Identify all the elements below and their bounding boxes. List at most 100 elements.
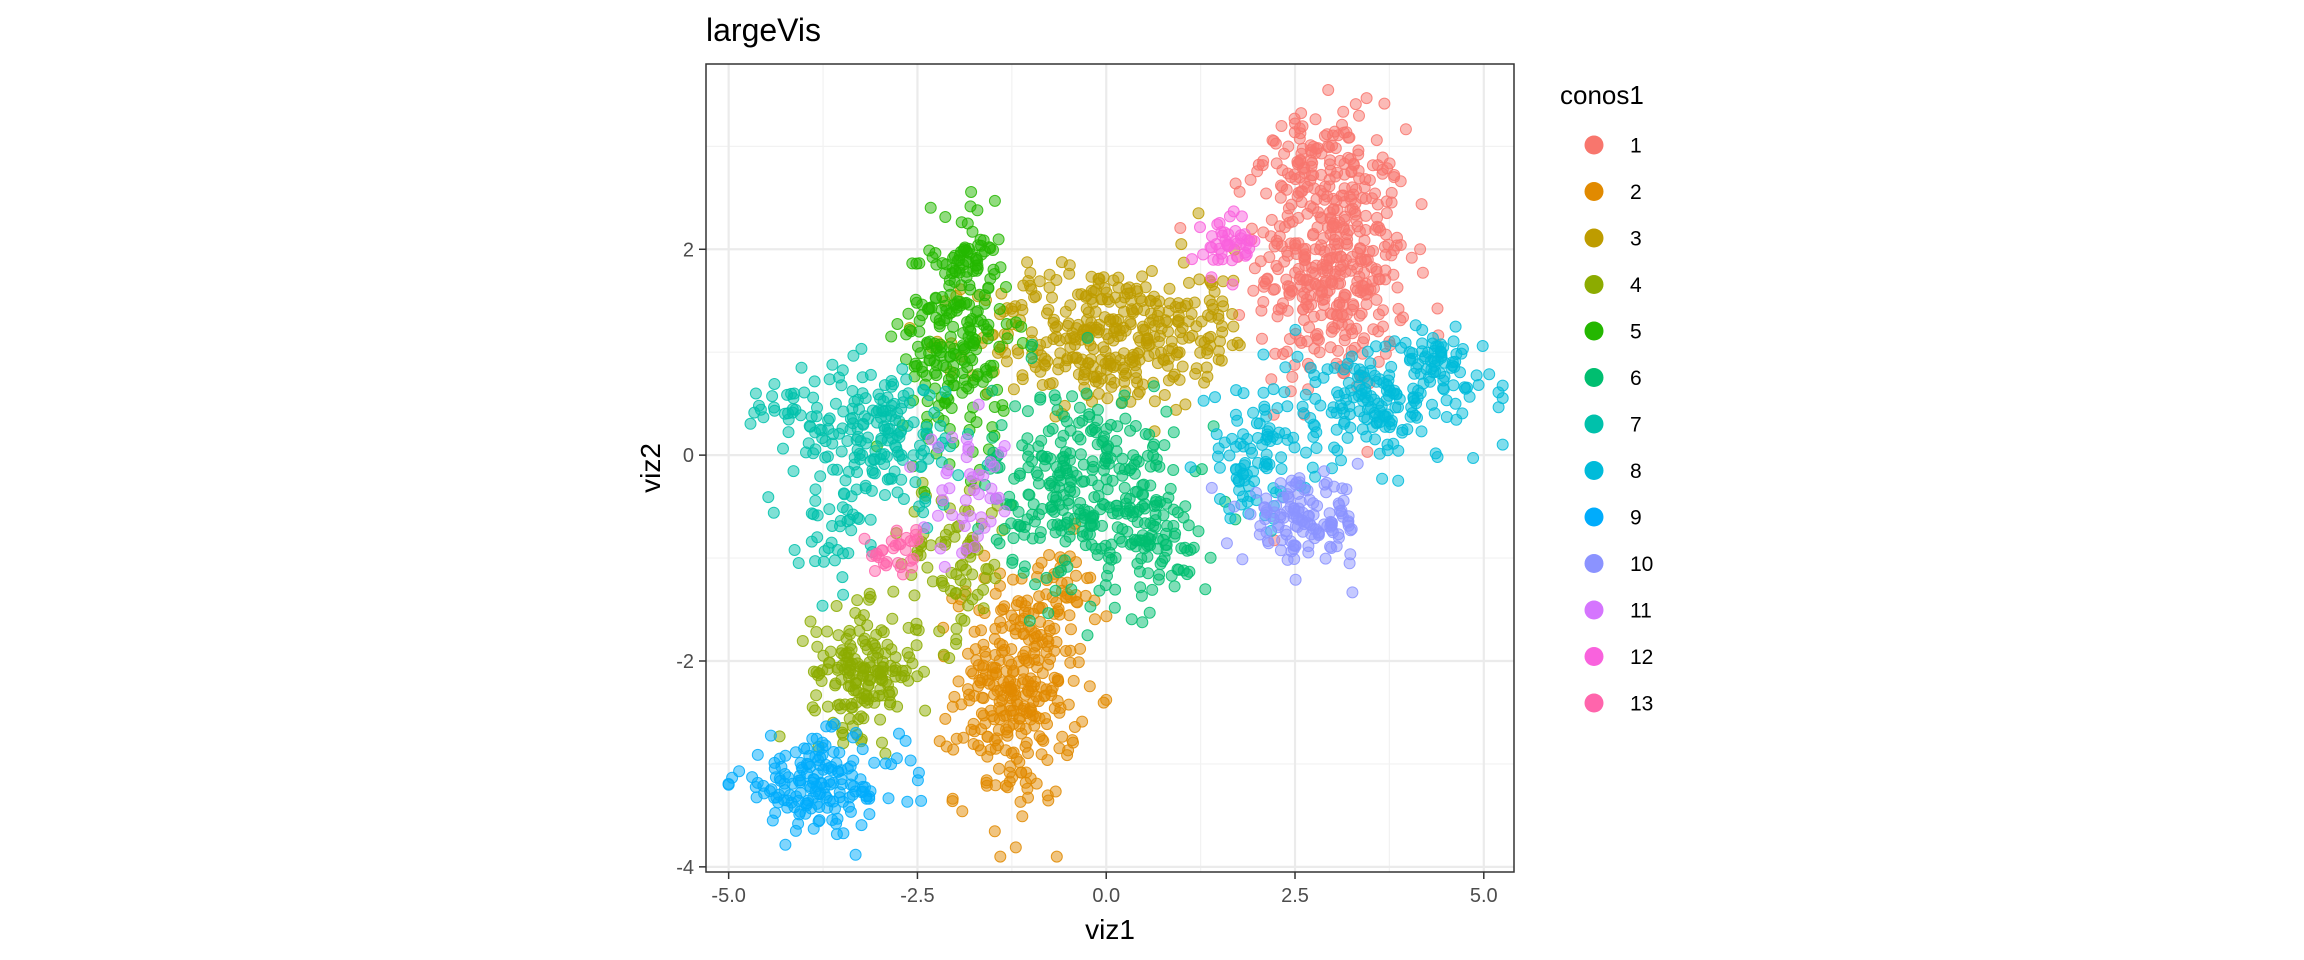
data-point-cluster-6 bbox=[1026, 455, 1038, 468]
data-point-cluster-3 bbox=[1145, 265, 1158, 277]
data-point-cluster-8 bbox=[1399, 336, 1412, 349]
data-point-cluster-8 bbox=[1257, 386, 1270, 399]
data-point-cluster-1 bbox=[1307, 169, 1320, 182]
data-point-cluster-2 bbox=[1017, 664, 1029, 677]
x-tick-label: -2.5 bbox=[900, 885, 934, 907]
data-point-cluster-6 bbox=[993, 537, 1006, 550]
data-point-cluster-3 bbox=[1007, 383, 1020, 396]
data-point-cluster-1 bbox=[1382, 238, 1395, 251]
data-point-cluster-7 bbox=[822, 542, 835, 554]
data-point-cluster-2 bbox=[995, 604, 1008, 617]
legend-key-5 bbox=[1584, 321, 1604, 341]
data-point-cluster-1 bbox=[1337, 105, 1350, 118]
data-point-cluster-10 bbox=[1325, 524, 1338, 537]
data-point-cluster-6 bbox=[1136, 616, 1149, 629]
data-point-cluster-9 bbox=[782, 771, 795, 784]
legend-label-3: 3 bbox=[1630, 228, 1642, 251]
data-point-cluster-2 bbox=[995, 704, 1008, 717]
data-point-cluster-1 bbox=[1361, 445, 1374, 458]
data-point-cluster-3 bbox=[1137, 378, 1149, 391]
data-point-cluster-9 bbox=[764, 729, 777, 742]
data-point-cluster-6 bbox=[1095, 542, 1108, 555]
data-point-cluster-11 bbox=[946, 509, 959, 521]
data-point-cluster-6 bbox=[1111, 507, 1124, 520]
data-point-cluster-3 bbox=[1033, 275, 1046, 288]
data-point-cluster-4 bbox=[810, 626, 823, 638]
data-point-cluster-6 bbox=[1049, 526, 1062, 539]
data-point-cluster-2 bbox=[961, 683, 974, 696]
data-point-cluster-8 bbox=[1434, 367, 1447, 380]
data-point-cluster-8 bbox=[1366, 421, 1379, 433]
data-point-cluster-8 bbox=[1437, 383, 1450, 396]
data-point-cluster-6 bbox=[1118, 481, 1131, 494]
data-point-cluster-8 bbox=[1446, 356, 1459, 369]
data-point-cluster-9 bbox=[899, 734, 912, 747]
data-point-cluster-7 bbox=[744, 417, 757, 430]
data-point-cluster-1 bbox=[1273, 230, 1286, 243]
data-point-cluster-3 bbox=[1101, 392, 1114, 405]
data-point-cluster-5 bbox=[906, 257, 919, 270]
data-point-cluster-4 bbox=[864, 673, 877, 686]
data-point-cluster-4 bbox=[875, 624, 888, 637]
data-point-cluster-1 bbox=[1281, 249, 1294, 262]
data-point-cluster-3 bbox=[1053, 334, 1066, 347]
data-point-cluster-6 bbox=[1158, 439, 1171, 452]
data-point-cluster-3 bbox=[1006, 305, 1019, 318]
data-point-cluster-7 bbox=[807, 391, 820, 404]
data-point-cluster-8 bbox=[1360, 430, 1373, 443]
data-point-cluster-1 bbox=[1275, 302, 1288, 315]
data-point-cluster-5 bbox=[988, 194, 1001, 207]
data-point-cluster-2 bbox=[1097, 696, 1110, 709]
data-point-cluster-8 bbox=[1257, 348, 1270, 361]
data-point-cluster-3 bbox=[1226, 308, 1239, 320]
data-point-cluster-2 bbox=[970, 654, 983, 667]
data-point-cluster-4 bbox=[950, 586, 962, 599]
data-point-cluster-3 bbox=[1227, 320, 1240, 333]
data-point-cluster-8 bbox=[1258, 400, 1271, 413]
data-point-cluster-7 bbox=[859, 482, 872, 495]
data-point-cluster-8 bbox=[1226, 432, 1238, 445]
data-point-cluster-7 bbox=[879, 423, 891, 436]
data-point-cluster-4 bbox=[847, 684, 860, 697]
data-point-cluster-3 bbox=[1172, 309, 1185, 322]
data-point-cluster-7 bbox=[753, 399, 765, 412]
data-point-cluster-3 bbox=[1112, 271, 1125, 284]
data-point-cluster-1 bbox=[1331, 309, 1343, 322]
data-point-cluster-1 bbox=[1298, 314, 1310, 326]
data-point-cluster-6 bbox=[1158, 551, 1171, 564]
data-point-cluster-6 bbox=[1034, 526, 1047, 539]
data-point-cluster-2 bbox=[1050, 636, 1063, 648]
data-point-cluster-2 bbox=[976, 691, 989, 704]
data-point-cluster-2 bbox=[963, 694, 976, 707]
data-point-cluster-1 bbox=[1334, 154, 1347, 167]
data-point-cluster-8 bbox=[1341, 431, 1354, 444]
data-point-cluster-6 bbox=[1035, 434, 1048, 447]
data-point-cluster-2 bbox=[939, 712, 952, 725]
data-point-cluster-6 bbox=[1076, 475, 1089, 488]
data-point-cluster-10 bbox=[1274, 544, 1287, 557]
data-point-cluster-9 bbox=[863, 808, 876, 821]
data-point-cluster-3 bbox=[1233, 339, 1246, 352]
data-point-cluster-9 bbox=[828, 718, 841, 731]
data-point-cluster-9 bbox=[751, 776, 764, 789]
data-point-cluster-1 bbox=[1370, 134, 1383, 147]
data-point-cluster-6 bbox=[1146, 583, 1159, 596]
data-point-cluster-8 bbox=[1424, 375, 1437, 388]
data-point-cluster-1 bbox=[1345, 193, 1357, 206]
data-point-cluster-7 bbox=[878, 458, 891, 470]
data-point-cluster-2 bbox=[1019, 740, 1032, 753]
data-point-cluster-6 bbox=[1081, 629, 1094, 642]
data-point-cluster-2 bbox=[993, 762, 1005, 775]
data-point-cluster-9 bbox=[833, 746, 846, 759]
data-point-cluster-1 bbox=[1405, 251, 1418, 264]
data-point-cluster-2 bbox=[1063, 609, 1076, 622]
data-point-cluster-3 bbox=[1136, 270, 1149, 283]
data-point-cluster-1 bbox=[1414, 243, 1427, 256]
data-point-cluster-10 bbox=[1285, 474, 1298, 487]
data-point-cluster-2 bbox=[1003, 721, 1015, 733]
data-point-cluster-8 bbox=[1310, 442, 1323, 454]
data-point-cluster-9 bbox=[855, 819, 868, 832]
data-point-cluster-5 bbox=[997, 404, 1010, 417]
data-point-cluster-5 bbox=[971, 305, 984, 318]
legend-label-10: 10 bbox=[1630, 553, 1653, 576]
